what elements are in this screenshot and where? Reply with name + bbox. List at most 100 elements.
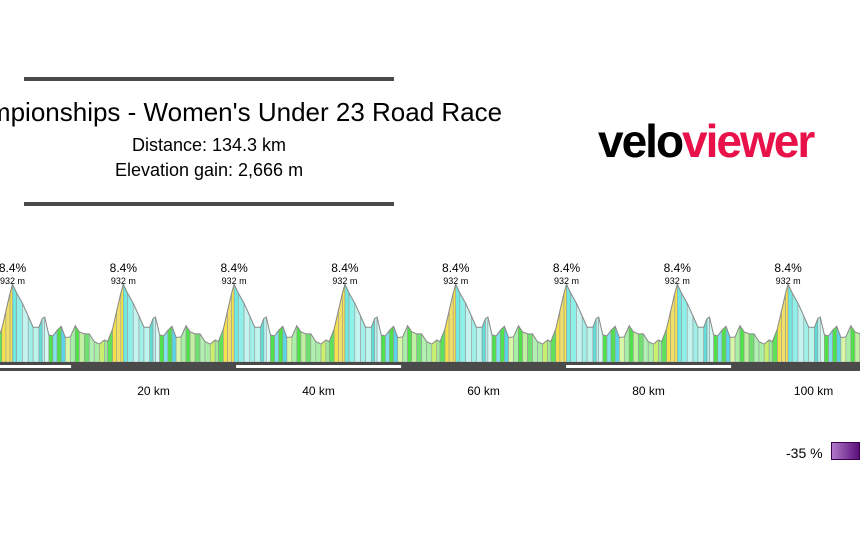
profile-segment: [677, 284, 682, 363]
profile-segment: [508, 336, 514, 363]
profile-segment: [123, 284, 128, 363]
distance-scale-stripe: [236, 365, 402, 368]
profile-segment: [797, 303, 805, 363]
profile-segment: [854, 331, 860, 363]
peak-elevation-label: 932 m: [443, 276, 468, 286]
profile-segment: [602, 334, 608, 363]
profile-segment: [32, 326, 40, 363]
profile-outline: [763, 282, 860, 345]
profile-segment: [471, 315, 477, 363]
profile-segment: [817, 316, 821, 363]
profile-segment: [348, 291, 356, 363]
profile-segment: [681, 291, 688, 363]
profile-segment: [278, 325, 284, 363]
profile-segment: [397, 336, 403, 363]
peak-gradient-label: 8.4%: [664, 261, 692, 275]
profile-segment: [411, 331, 417, 363]
profile-segment: [785, 284, 789, 363]
legend-gradient-swatch: [831, 442, 860, 460]
profile-segment: [132, 303, 140, 363]
profile-segment: [127, 291, 134, 363]
profile-segment: [840, 336, 847, 363]
profile-segment: [365, 326, 372, 363]
profile-segment: [743, 331, 750, 363]
profile-segment: [426, 341, 433, 363]
profile-segment: [476, 326, 483, 363]
profile-segment: [633, 331, 639, 363]
profile-segment: [233, 284, 239, 363]
profile-outline: [209, 282, 322, 345]
profile-segment: [175, 336, 182, 363]
profile-segment: [537, 341, 543, 363]
profile-segment: [436, 339, 441, 363]
profile-segment: [243, 303, 251, 363]
profile-segment: [254, 326, 261, 363]
peak-gradient-label: 8.4%: [220, 261, 248, 275]
peak-elevation-label: 932 m: [332, 276, 357, 286]
profile-segment: [459, 291, 466, 363]
x-tick-label: 100 km: [794, 384, 833, 398]
profile-segment: [465, 303, 472, 363]
profile-segment: [167, 325, 173, 363]
profile-segment: [522, 331, 528, 363]
profile-segment: [576, 303, 583, 363]
profile-outline: [99, 282, 211, 345]
profile-segment: [768, 339, 773, 363]
profile-outline: [542, 282, 654, 345]
elevation-profile-chart: 8.4%932 m8.4%932 m8.4%932 m8.4%932 m8.4%…: [0, 261, 860, 398]
profile-outline: [431, 282, 543, 345]
profile-segment: [647, 341, 654, 363]
profile-segment: [586, 326, 594, 363]
profile-outline: [0, 282, 100, 345]
profile-segment: [824, 334, 829, 363]
profile-segment: [595, 316, 599, 363]
profile-segment: [65, 336, 71, 363]
profile-segment: [237, 291, 245, 363]
logo-velo: velo: [598, 115, 684, 167]
profile-segment: [455, 284, 461, 363]
profile-segment: [249, 315, 256, 363]
profile-segment: [315, 341, 322, 363]
profile-segment: [566, 284, 571, 363]
profile-segment: [563, 284, 567, 363]
profile-segment: [619, 336, 625, 363]
peak-gradient-label: 8.4%: [331, 261, 359, 275]
profile-segment: [342, 284, 346, 363]
profile-segment: [194, 333, 201, 363]
profile-outline: [320, 282, 433, 345]
profile-segment: [374, 316, 378, 363]
profile-segment: [325, 339, 330, 363]
peak-gradient-label: 8.4%: [110, 261, 138, 275]
profile-outline: [653, 282, 765, 345]
profile-segment: [485, 316, 489, 363]
profile-segment: [16, 291, 23, 363]
profile-segment: [9, 284, 13, 363]
profile-segment: [499, 325, 505, 363]
profile-segment: [547, 339, 552, 363]
profile-segment: [22, 303, 29, 363]
profile-segment: [143, 326, 151, 363]
profile-segment: [48, 334, 54, 363]
profile-segment: [231, 284, 235, 363]
profile-segment: [416, 333, 422, 363]
distance-text: Distance: 134.3 km: [131, 135, 287, 155]
peak-elevation-label: 932 m: [554, 276, 579, 286]
profile-segment: [159, 334, 165, 363]
profile-segment: [439, 328, 446, 363]
profile-segment: [263, 316, 267, 363]
elevation-gain-text: Elevation gain: 2,666 m: [114, 160, 304, 180]
title-rule-top: [24, 77, 394, 81]
x-tick-label: 60 km: [467, 384, 500, 398]
profile-segment: [389, 325, 394, 363]
profile-segment: [305, 333, 312, 363]
profile-segment: [661, 328, 667, 363]
profile-segment: [354, 303, 361, 363]
profile-segment: [286, 336, 293, 363]
profile-segment: [41, 316, 46, 363]
profile-segment: [189, 331, 196, 363]
profile-segment: [713, 334, 719, 363]
profile-segment: [729, 336, 736, 363]
profile-segment: [758, 341, 765, 363]
profile-segment: [214, 339, 219, 363]
profile-segment: [344, 284, 350, 363]
